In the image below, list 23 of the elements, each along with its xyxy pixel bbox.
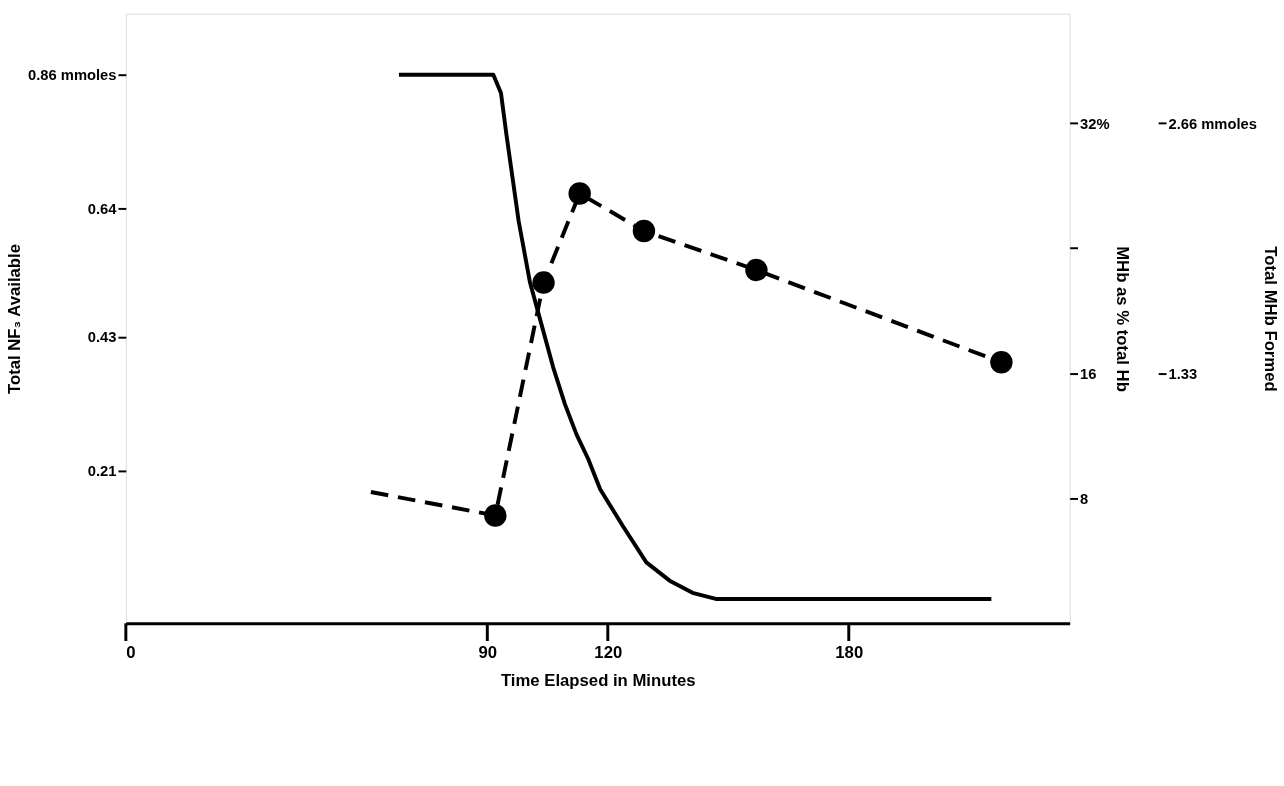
y3-axis-title: Total MHb Formed	[1260, 246, 1280, 392]
point	[484, 504, 507, 527]
y3-tick-label: 2.66 mmoles	[1168, 115, 1257, 132]
x-tick-label: 120	[594, 643, 623, 663]
y3-tick-label: 1.33	[1168, 365, 1198, 382]
point	[632, 219, 656, 243]
point	[568, 182, 591, 205]
x-tick-label: 90	[478, 643, 498, 663]
y-axis-title: Total NF₃ Available	[5, 244, 25, 395]
y-tick-label: 0.21	[87, 463, 117, 480]
point	[745, 258, 768, 282]
x-axis-title: Time Elapsed in Minutes	[500, 670, 696, 690]
y-tick-label: 0.43	[87, 329, 117, 346]
point	[990, 351, 1013, 374]
y2-tick-label: 8	[1080, 490, 1089, 507]
y-tick-label: 0.86 mmoles	[28, 67, 117, 84]
point	[532, 271, 555, 294]
y2-tick-label: 32%	[1080, 115, 1110, 132]
y2-axis-title: MHb as % total Hb	[1113, 246, 1133, 392]
y2-tick-label: 16	[1080, 365, 1097, 382]
x-tick-label: 0	[126, 643, 136, 663]
x-tick-label: 180	[835, 643, 864, 663]
y-tick-label: 0.64	[87, 201, 118, 218]
